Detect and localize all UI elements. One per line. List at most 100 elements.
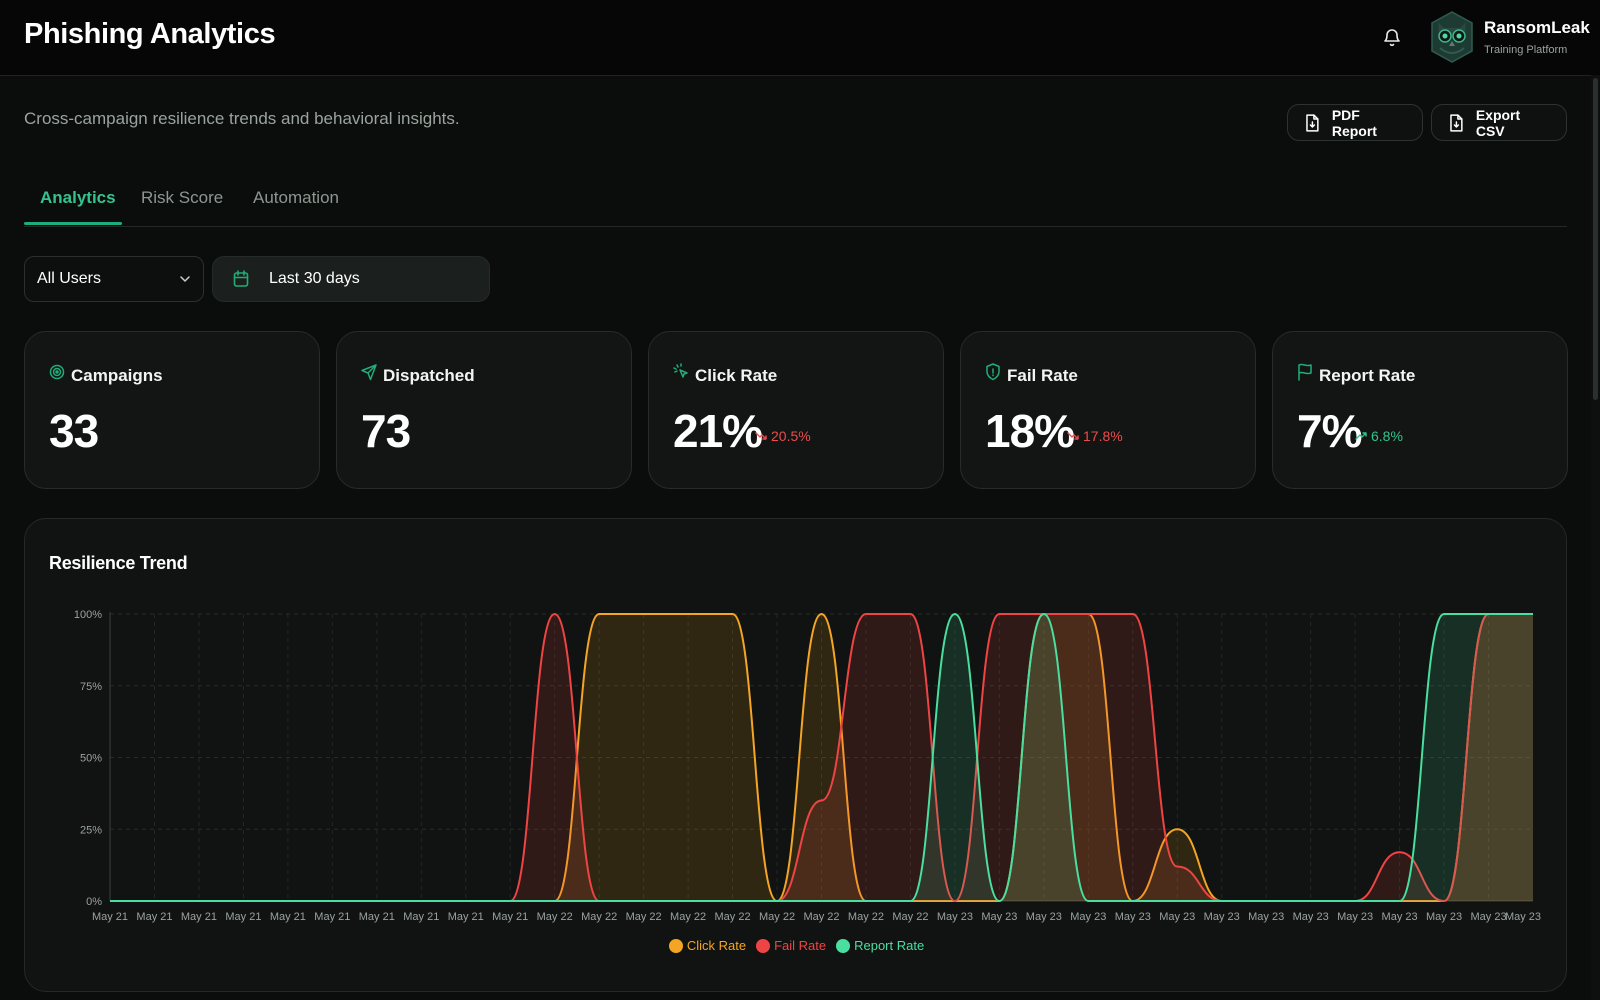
owl-logo-icon — [1431, 11, 1473, 63]
stat-label: Report Rate — [1319, 366, 1416, 385]
audience-select-value: All Users — [37, 270, 102, 287]
x-tick-label: May 23 — [1204, 911, 1240, 923]
tab-bar: Analytics Risk Score Automation — [24, 180, 1567, 227]
brand-subtitle: Training Platform — [1484, 44, 1568, 56]
x-tick-label: May 23 — [1070, 911, 1106, 923]
x-tick-label: May 21 — [181, 911, 217, 923]
x-tick-label: May 23 — [937, 911, 973, 923]
stat-label-row: Click Rate — [673, 363, 778, 386]
x-tick-label: May 21 — [136, 911, 172, 923]
date-range-value: Last 30 days — [269, 270, 360, 287]
date-range-picker[interactable]: Last 30 days — [212, 256, 490, 302]
trend-value: 6.8% — [1371, 428, 1403, 444]
resilience-trend-chart: 0% 25% 50% 75% 100% May 21 May 21 May 21 May 21 M… — [74, 609, 1541, 923]
stat-label: Fail Rate — [1007, 366, 1078, 385]
page-subtitle: Cross-campaign resilience trends and beh… — [24, 109, 460, 128]
x-tick-label: May 23 — [1470, 911, 1506, 923]
x-tick-label: May 23 — [1026, 911, 1062, 923]
target-icon — [49, 364, 65, 380]
stat-label-row: Fail Rate — [985, 363, 1078, 386]
chart-legend: Click Rate Fail Rate Report Rate — [25, 938, 1568, 953]
top-bar: Phishing Analytics RansomLeak Training P… — [0, 0, 1600, 76]
chevron-down-icon — [180, 276, 190, 282]
legend-item-click-rate[interactable]: Click Rate — [668, 938, 747, 953]
scrollbar-thumb[interactable] — [1593, 78, 1598, 400]
tab-automation[interactable]: Automation — [253, 188, 339, 207]
stat-label: Click Rate — [695, 366, 778, 385]
stat-value: 7% — [1297, 405, 1362, 457]
stat-label-row: Campaigns — [49, 364, 163, 386]
pdf-report-label: PDF Report — [1331, 106, 1377, 139]
legend-label: Report Rate — [854, 938, 925, 953]
legend-swatch — [668, 938, 683, 953]
y-tick-label: 75% — [80, 681, 102, 693]
stat-value: 33 — [49, 405, 99, 457]
x-tick-label: May 21 — [225, 911, 261, 923]
y-tick-label: 100% — [74, 609, 102, 621]
trend-indicator: 6.8% — [1355, 428, 1403, 444]
legend-label: Click Rate — [686, 938, 747, 953]
click-icon — [673, 363, 688, 378]
tab-analytics[interactable]: Analytics — [40, 188, 116, 207]
x-tick-label: May 23 — [1337, 911, 1373, 923]
y-tick-label: 50% — [80, 753, 102, 765]
x-tick-label: May 21 — [403, 911, 439, 923]
stat-value: 21% — [673, 405, 763, 457]
stat-value: 18% — [985, 405, 1075, 457]
x-tick-label: May 22 — [759, 911, 795, 923]
x-tick-label: May 23 — [1293, 911, 1329, 923]
x-tick-label: May 23 — [1382, 911, 1418, 923]
x-tick-label: May 21 — [314, 911, 350, 923]
calendar-icon — [233, 270, 249, 287]
x-tick-label: May 23 — [1505, 911, 1541, 923]
legend-item-report-rate[interactable]: Report Rate — [836, 938, 924, 953]
export-csv-button[interactable]: Export CSV — [1431, 104, 1567, 141]
chart-title: Resilience Trend — [49, 553, 188, 573]
legend-swatch — [756, 938, 771, 953]
x-tick-label: May 22 — [537, 911, 573, 923]
x-tick-label: May 22 — [848, 911, 884, 923]
active-tab-indicator — [24, 222, 122, 225]
stat-label-row: Dispatched — [361, 364, 475, 386]
x-tick-label: May 22 — [715, 911, 751, 923]
shield-icon — [986, 363, 1000, 381]
audience-select[interactable]: All Users — [24, 256, 204, 302]
x-tick-label: May 23 — [981, 911, 1017, 923]
series-line-report-rate — [110, 613, 1533, 902]
stat-label: Campaigns — [71, 366, 163, 385]
tab-risk-score[interactable]: Risk Score — [141, 188, 224, 207]
x-tick-label: May 22 — [892, 911, 928, 923]
trend-value: 20.5% — [771, 428, 811, 444]
stat-card-fail-rate: Fail Rate 18% 17.8% — [960, 331, 1256, 489]
x-tick-label: May 23 — [1426, 911, 1462, 923]
x-tick-label: May 21 — [492, 911, 528, 923]
trend-indicator: 20.5% — [755, 428, 811, 444]
page-title: Phishing Analytics — [24, 18, 276, 50]
stat-label: Dispatched — [383, 366, 475, 385]
trend-down-icon — [755, 432, 767, 440]
x-tick-label: May 21 — [448, 911, 484, 923]
legend-item-fail-rate[interactable]: Fail Rate — [756, 938, 826, 953]
x-tick-label: May 23 — [1115, 911, 1151, 923]
scrollbar-track[interactable] — [1591, 75, 1600, 1000]
trend-down-icon — [1067, 432, 1079, 440]
legend-label: Fail Rate — [774, 938, 827, 953]
export-csv-label: Export CSV — [1475, 106, 1521, 139]
stat-value: 73 — [361, 405, 411, 457]
send-icon — [361, 364, 377, 381]
x-tick-label: May 22 — [670, 911, 706, 923]
series-area-fail-rate — [110, 614, 1533, 901]
x-tick-label: May 23 — [1248, 911, 1284, 923]
x-tick-label: May 21 — [359, 911, 395, 923]
trend-up-icon — [1355, 432, 1367, 440]
file-download-icon — [1306, 113, 1319, 132]
file-export-icon — [1450, 113, 1463, 132]
bell-icon[interactable] — [1382, 26, 1402, 48]
stat-card-report-rate: Report Rate 7% 6.8% — [1272, 331, 1568, 489]
x-tick-label: May 22 — [803, 911, 839, 923]
resilience-trend-card: Resilience Trend 0% 25% 50% 75% 100% May 21 Ma… — [24, 518, 1567, 992]
stat-card-click-rate: Click Rate 21% 20.5% — [648, 331, 944, 489]
x-tick-label: May 22 — [626, 911, 662, 923]
stat-card-campaigns: Campaigns 33 — [24, 331, 320, 489]
pdf-report-button[interactable]: PDF Report — [1287, 104, 1423, 141]
